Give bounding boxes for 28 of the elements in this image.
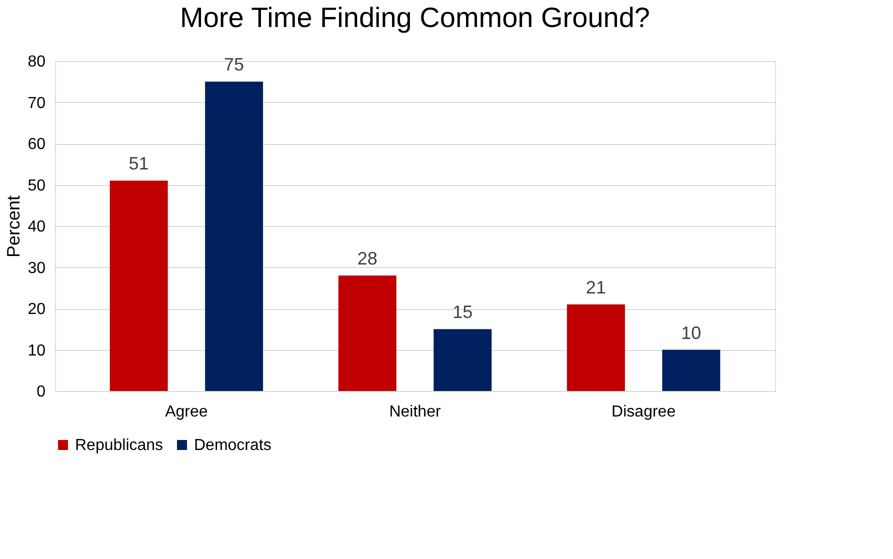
y-tick-label: 30 bbox=[28, 260, 46, 277]
data-label: 75 bbox=[224, 54, 244, 75]
x-tick-label: Neither bbox=[389, 404, 442, 420]
bar bbox=[205, 82, 264, 391]
bar bbox=[566, 304, 625, 391]
y-tick-label: 0 bbox=[36, 384, 46, 400]
y-tick-label: 20 bbox=[28, 301, 46, 318]
chart-title: More Time Finding Common Ground? bbox=[180, 2, 650, 33]
data-label: 21 bbox=[586, 277, 606, 298]
y-tick-label: 40 bbox=[28, 218, 46, 236]
y-tick-label: 60 bbox=[28, 136, 46, 153]
x-tick-label: Disagree bbox=[612, 404, 676, 420]
legend-label: Republicans bbox=[75, 437, 164, 454]
data-label: 15 bbox=[452, 302, 473, 322]
y-tick-label: 80 bbox=[28, 54, 46, 70]
bar bbox=[662, 350, 720, 391]
data-label: 28 bbox=[357, 248, 378, 268]
x-tick-label: Agree bbox=[165, 404, 208, 420]
legend-label: Democrats bbox=[194, 437, 272, 454]
y-tick-label: 10 bbox=[28, 342, 46, 360]
y-axis-title: Percent bbox=[4, 195, 24, 258]
y-tick-label: 70 bbox=[28, 94, 46, 112]
bar bbox=[434, 329, 492, 391]
data-label: 10 bbox=[681, 322, 702, 343]
y-tick-label: 50 bbox=[28, 177, 46, 194]
data-label: 51 bbox=[128, 154, 149, 174]
bar bbox=[110, 180, 168, 391]
bar bbox=[338, 276, 396, 391]
